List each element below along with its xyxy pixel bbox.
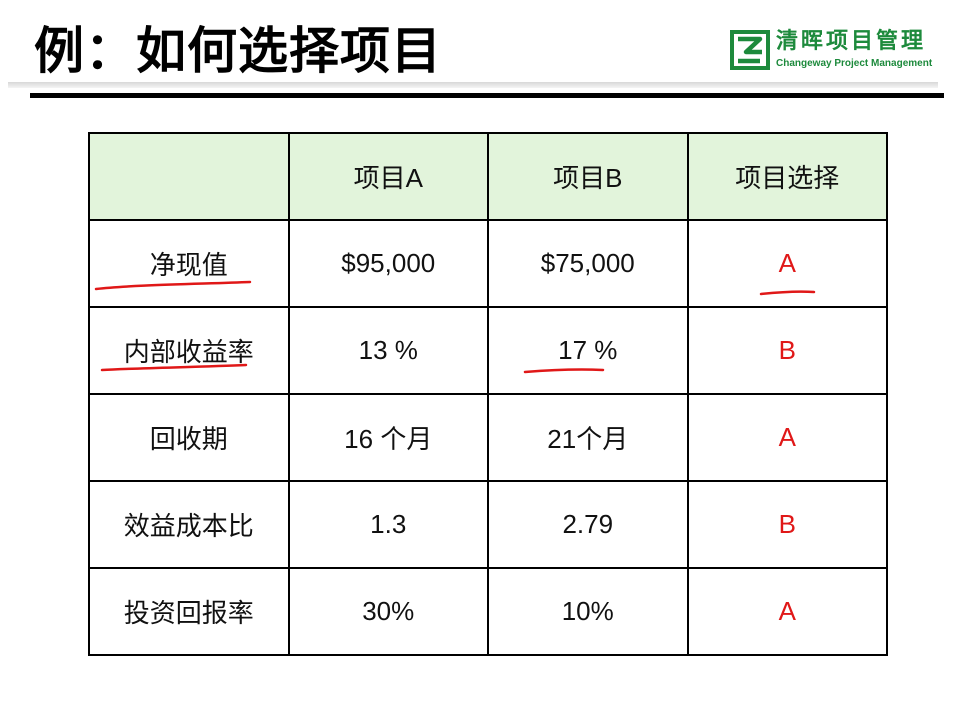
choice-value: A [686,219,888,308]
table-header-row: 项目A 项目B 项目选择 [88,132,888,221]
header-cell-project-b: 项目B [487,132,689,221]
slide-title: 例：如何选择项目 [34,22,442,80]
title-shadow [8,82,938,88]
logo-mark-icon [730,30,770,70]
project-a-value: $95,000 [287,219,489,308]
header-cell-project-a: 项目A [287,132,489,221]
company-logo: 清晖项目管理 Changeway Project Management [730,28,945,74]
choice-value: B [686,306,888,395]
project-a-value: 30% [287,567,489,656]
table-row: 内部收益率 13 % 17 % B [88,306,888,395]
table-row: 回收期 16 个月 21个月 A [88,393,888,482]
project-b-value: $75,000 [487,219,689,308]
row-label: 投资回报率 [88,567,290,656]
project-a-value: 13 % [287,306,489,395]
row-label: 回收期 [88,393,290,482]
header-cell-choice: 项目选择 [686,132,888,221]
row-label: 内部收益率 [88,306,290,395]
row-label: 效益成本比 [88,480,290,569]
project-comparison-table: 项目A 项目B 项目选择 净现值 $95,000 $75,000 A 内部收益率… [88,132,888,656]
project-a-value: 16 个月 [287,393,489,482]
project-b-value: 10% [487,567,689,656]
table-row: 净现值 $95,000 $75,000 A [88,219,888,308]
project-b-value: 21个月 [487,393,689,482]
logo-name-en: Changeway Project Management [776,58,933,69]
project-a-value: 1.3 [287,480,489,569]
choice-value: A [686,567,888,656]
header-cell-corner [88,132,290,221]
choice-value: A [686,393,888,482]
table-row: 效益成本比 1.3 2.79 B [88,480,888,569]
title-divider [30,93,944,98]
choice-value: B [686,480,888,569]
row-label: 净现值 [88,219,290,308]
logo-name-cn: 清晖项目管理 [776,29,927,54]
project-b-value: 17 % [487,306,689,395]
table-row: 投资回报率 30% 10% A [88,567,888,656]
project-b-value: 2.79 [487,480,689,569]
